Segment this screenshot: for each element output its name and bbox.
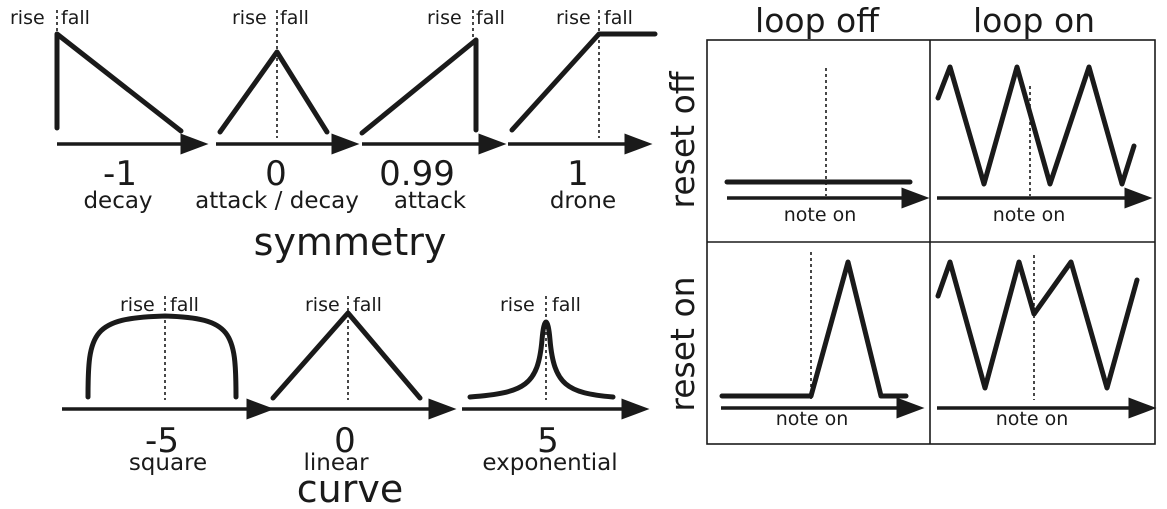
rise-label: rise (120, 294, 155, 316)
symmetry-panel-attack: rise fall 0.99 attack (359, 7, 507, 214)
symmetry-value: 0 (265, 154, 287, 194)
fall-label: fall (476, 7, 505, 29)
curve-panel-linear: rise fall 0 linear (267, 294, 457, 476)
envelope-output-line (719, 259, 909, 399)
symmetry-panel-decay: rise fall -1 decay (10, 7, 209, 214)
column-header-loop-on: loop on (973, 1, 1095, 40)
curve-value: 0 (334, 421, 356, 461)
rise-label: rise (10, 7, 45, 29)
linear-curve-shape (270, 310, 423, 401)
symmetry-value: 0.99 (379, 154, 455, 194)
column-header-loop-off: loop off (755, 1, 880, 40)
curve-value: 5 (537, 421, 559, 461)
cell-loop-on-reset-off: note on (935, 64, 1153, 226)
note-on-label: note on (776, 408, 849, 430)
curve-panel-exponential: rise fall 5 exponential (462, 294, 650, 476)
cell-loop-off-reset-off: note on (724, 68, 930, 226)
curve-name: square (129, 450, 207, 476)
curve-panel-square: rise fall -5 square (62, 294, 275, 476)
symmetry-name: drone (550, 188, 616, 214)
row-header-reset-off: reset off (663, 70, 702, 208)
symmetry-name: decay (83, 188, 152, 214)
cell-loop-off-reset-on: note on (719, 252, 925, 430)
fall-label: fall (61, 7, 90, 29)
symmetry-name: attack / decay (195, 188, 359, 214)
decay-envelope-curve (54, 31, 184, 134)
fall-label: fall (604, 7, 633, 29)
fall-label: fall (280, 7, 309, 29)
symmetry-panel-drone: rise fall 1 drone (508, 7, 658, 214)
symmetry-name: attack (394, 188, 467, 214)
rise-label: rise (232, 7, 267, 29)
curve-title: curve (297, 467, 403, 509)
loop-reset-grid (706, 39, 1156, 445)
fall-label: fall (170, 294, 199, 316)
fall-label: fall (552, 294, 581, 316)
drone-envelope-curve (509, 31, 658, 133)
row-header-reset-on: reset on (663, 276, 702, 411)
symmetry-title: symmetry (254, 220, 447, 264)
attack-decay-envelope-curve (217, 49, 330, 135)
envelope-output-line (935, 259, 1140, 391)
symmetry-panel-attack-decay: rise fall 0 attack / decay (195, 7, 360, 214)
symmetry-value: -1 (103, 154, 137, 194)
note-on-label: note on (996, 408, 1069, 430)
rise-label: rise (305, 294, 340, 316)
envelope-output-line (935, 64, 1137, 187)
fall-label: fall (353, 294, 382, 316)
curve-name: exponential (482, 450, 617, 476)
cell-loop-on-reset-on: note on (935, 255, 1157, 430)
curve-name: linear (303, 450, 369, 476)
square-curve-shape (85, 313, 239, 400)
curve-value: -5 (145, 421, 179, 461)
note-on-label: note on (784, 204, 857, 226)
rise-label: rise (427, 7, 462, 29)
note-on-label: note on (993, 204, 1066, 226)
symmetry-value: 1 (567, 154, 589, 194)
exponential-curve-shape (467, 319, 616, 400)
rise-label: rise (500, 294, 535, 316)
rise-label: rise (556, 7, 591, 29)
attack-envelope-curve (359, 37, 479, 136)
